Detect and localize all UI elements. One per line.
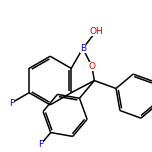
Text: OH: OH [89,27,103,36]
Text: F: F [9,98,14,108]
Text: F: F [38,140,43,149]
Text: B: B [80,44,86,53]
Text: O: O [88,62,95,71]
